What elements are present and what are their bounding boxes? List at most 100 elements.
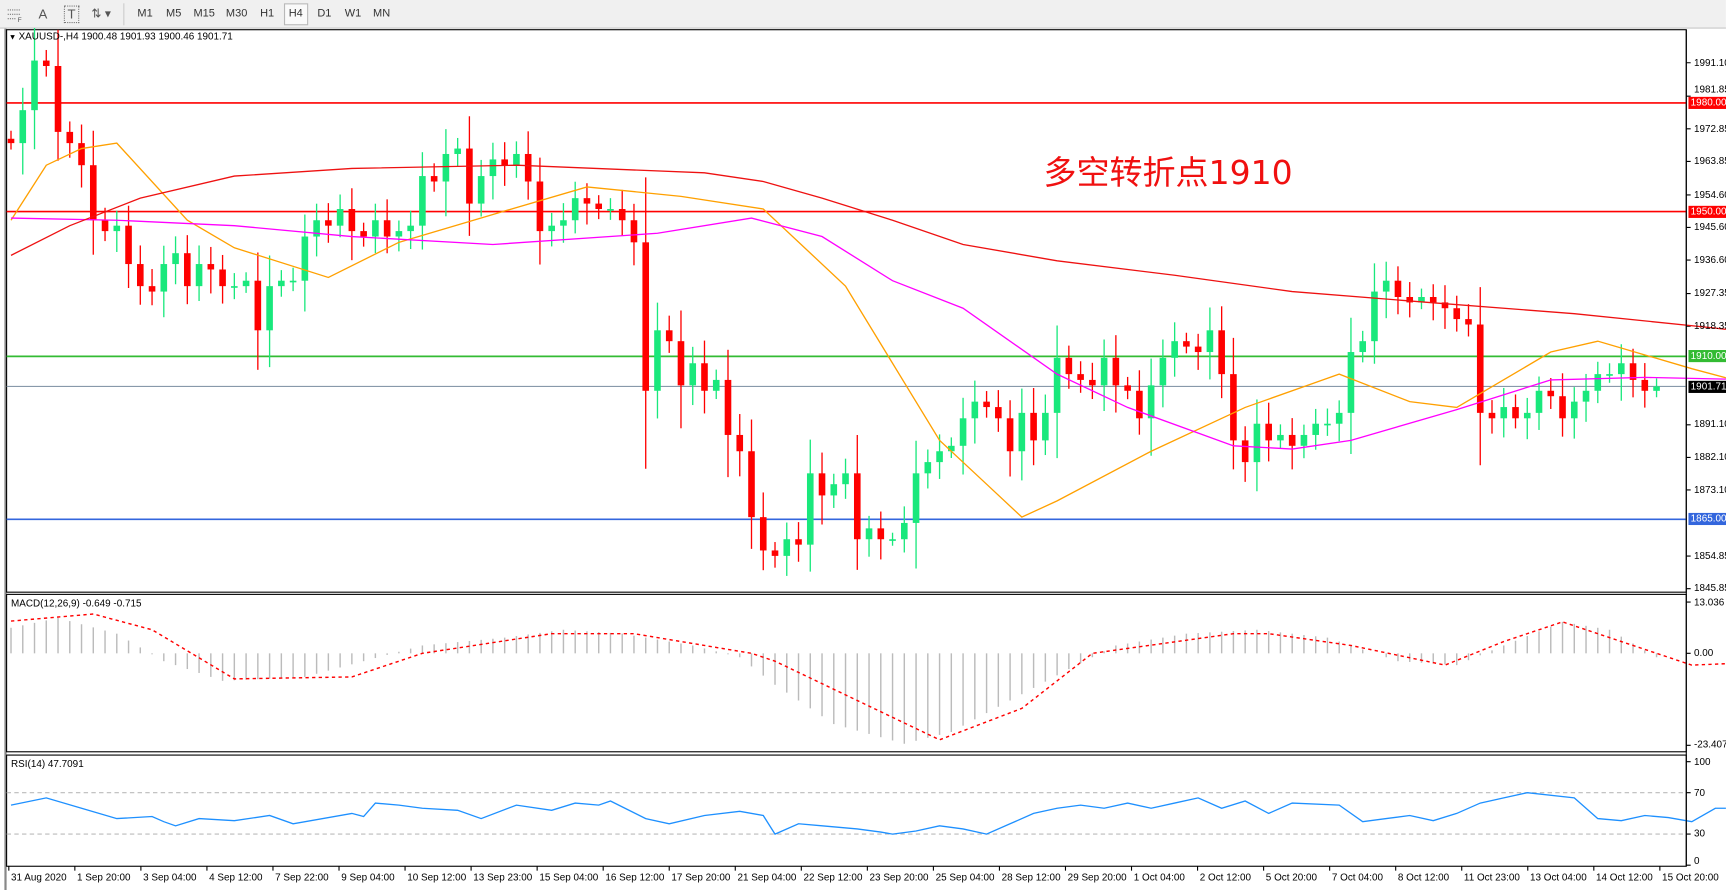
candle-body — [1288, 434, 1296, 446]
candle-body — [31, 60, 38, 111]
timeframe-w1[interactable]: W1 — [344, 7, 362, 20]
candle-body — [618, 209, 626, 221]
candle-body — [1241, 440, 1249, 463]
candle — [336, 194, 344, 238]
candle-body — [877, 528, 885, 540]
candle — [912, 440, 920, 569]
macd-tick-label: -23.407 — [1693, 738, 1726, 750]
candle-body — [560, 220, 567, 226]
date-tick-label: 23 Sep 20:00 — [869, 871, 929, 883]
candle-body — [148, 286, 156, 292]
candle — [1559, 373, 1566, 437]
annotation-text[interactable]: 多空转折点1910 — [1043, 154, 1293, 193]
timeframe-h1[interactable]: H1 — [260, 7, 275, 20]
rsi-tick-label: 70 — [1693, 786, 1706, 798]
candle-body — [1441, 302, 1449, 309]
candle — [101, 207, 109, 242]
candle — [1535, 376, 1543, 430]
toolbar: F A T ⇅ ▾ M1 M5 M15 M30 H1 H4 D1 W1 MN — [0, 0, 1726, 29]
candle-body — [818, 473, 826, 496]
candle — [442, 129, 450, 217]
candle-body — [959, 418, 967, 446]
timeframe-m5[interactable]: M5 — [166, 7, 182, 20]
candle-body — [806, 473, 814, 545]
price-tick-label: 1991.10 — [1693, 56, 1726, 68]
candle — [395, 220, 403, 252]
candle-body — [1500, 407, 1508, 419]
price-line-label: 1910.00 — [1688, 350, 1726, 363]
candle-body — [289, 280, 297, 283]
date-tick-label: 22 Sep 12:00 — [803, 871, 863, 883]
date-tick-label: 9 Sep 04:00 — [341, 871, 395, 883]
candle-body — [1606, 374, 1613, 376]
candle — [936, 434, 943, 479]
text-icon[interactable]: A — [31, 3, 55, 25]
candle-body — [501, 159, 508, 166]
candle — [689, 346, 697, 406]
price-tick-label: 1981.85 — [1693, 83, 1726, 95]
timeframe-h4[interactable]: H4 — [283, 2, 308, 25]
candle-body — [1030, 412, 1037, 441]
timeframe-m15[interactable]: M15 — [193, 7, 215, 20]
date-tick-label: 1 Sep 20:00 — [77, 871, 131, 883]
candle — [1159, 339, 1167, 408]
candle-body — [1136, 390, 1143, 419]
candle — [1042, 394, 1049, 456]
fibonacci-fan-icon[interactable]: F — [2, 3, 26, 25]
timeframe-m30[interactable]: M30 — [225, 7, 248, 20]
price-tick-label: 1891.10 — [1693, 418, 1726, 430]
candle-body — [42, 60, 50, 66]
candle — [1500, 387, 1508, 438]
arrows-icon[interactable]: ⇅ ▾ — [91, 7, 111, 21]
candle-body — [971, 401, 979, 419]
candle-body — [583, 198, 591, 204]
date-tick-label: 15 Sep 04:00 — [539, 871, 599, 883]
candle — [1265, 402, 1272, 462]
candle — [1347, 317, 1355, 455]
candle — [1312, 408, 1319, 450]
rsi-panel — [6, 754, 1687, 867]
candle — [1100, 339, 1108, 411]
candle-body — [1147, 385, 1155, 419]
candle-body — [1312, 423, 1319, 435]
candle — [1171, 322, 1178, 377]
candle — [1053, 325, 1061, 459]
candle — [1124, 376, 1131, 400]
timeframe-d1[interactable]: D1 — [317, 7, 332, 20]
candle — [724, 349, 732, 478]
timeframe-mn[interactable]: MN — [373, 7, 391, 20]
candle-body — [759, 517, 767, 551]
candle — [430, 163, 438, 192]
timeframe-m1[interactable]: M1 — [137, 7, 153, 20]
rsi-tick-label: 100 — [1693, 756, 1711, 768]
candle-body — [1335, 412, 1343, 424]
candle-body — [795, 539, 802, 545]
candle — [278, 270, 285, 297]
candle-body — [1617, 363, 1625, 375]
candle-body — [383, 220, 391, 237]
price-tick-label: 1845.85 — [1693, 582, 1726, 594]
candle — [54, 29, 62, 161]
price-tick-label: 1882.10 — [1693, 451, 1726, 463]
candle — [795, 522, 802, 562]
candle — [207, 246, 215, 294]
candle — [477, 159, 485, 217]
candle — [1594, 361, 1602, 404]
candle-body — [1359, 341, 1367, 353]
candle-body — [1594, 374, 1602, 391]
date-tick-label: 8 Oct 12:00 — [1397, 871, 1450, 883]
candle — [172, 236, 179, 285]
rsi-tick-label: 0 — [1693, 855, 1700, 867]
text-label-icon[interactable]: T — [59, 3, 83, 25]
candle — [419, 152, 426, 250]
date-tick-label: 25 Sep 04:00 — [935, 871, 995, 883]
candle-body — [995, 407, 1002, 419]
candle — [78, 124, 85, 188]
candle — [1382, 261, 1390, 319]
candle-body — [948, 445, 955, 452]
candle — [677, 310, 685, 429]
candle-body — [54, 65, 62, 132]
candle — [1523, 397, 1531, 440]
candle-body — [1218, 330, 1225, 375]
